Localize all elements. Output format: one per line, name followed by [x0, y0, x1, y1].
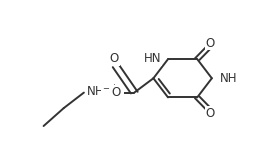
Text: NH$_3$$^+$: NH$_3$$^+$: [86, 83, 119, 101]
Text: $^-$O: $^-$O: [101, 86, 123, 99]
Text: O: O: [206, 107, 215, 120]
Text: NH: NH: [219, 72, 237, 85]
Text: O: O: [109, 52, 119, 65]
Text: HN: HN: [144, 52, 161, 65]
Text: O: O: [206, 37, 215, 50]
